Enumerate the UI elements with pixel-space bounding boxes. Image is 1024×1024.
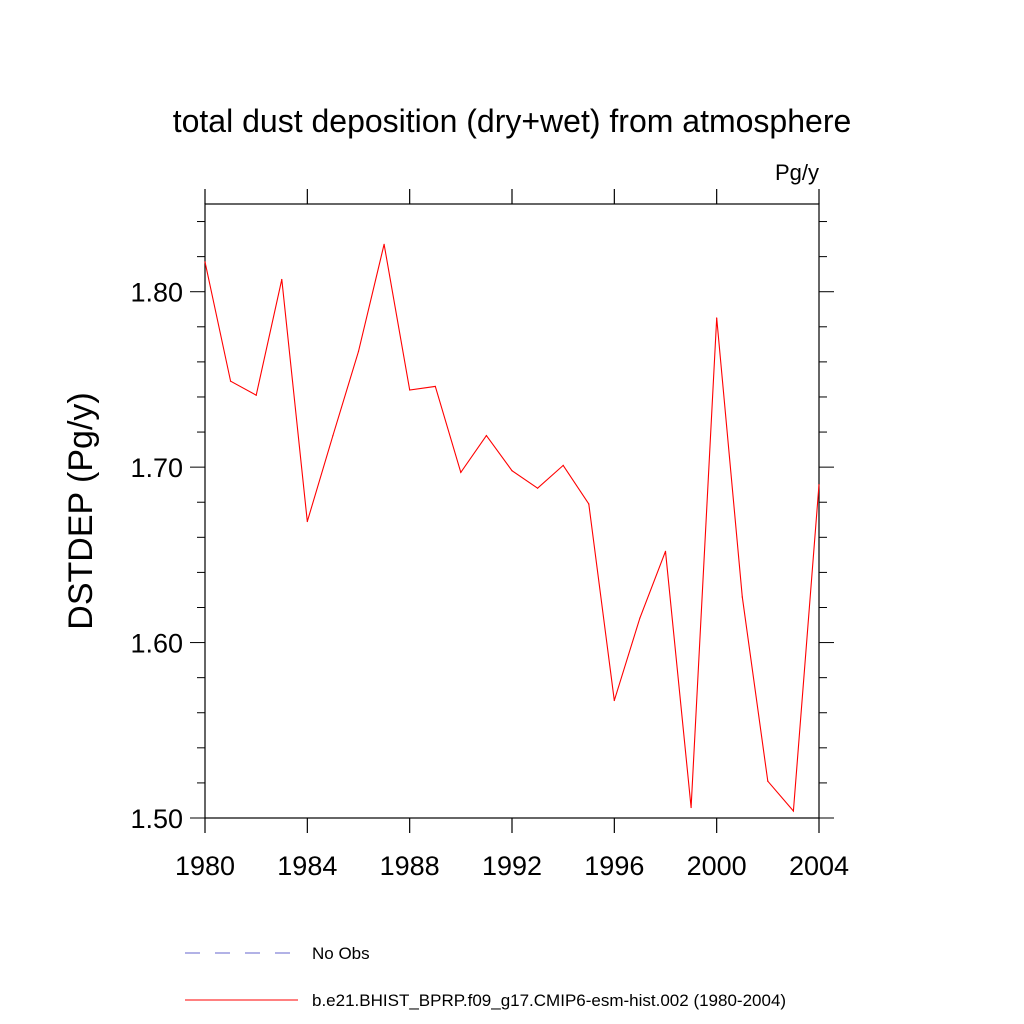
data-point: [792, 810, 795, 812]
data-point: [409, 389, 411, 391]
legend: No Obs b.e21.BHIST_BPRP.f09_g17.CMIP6-esm…: [185, 944, 786, 1010]
x-tick-labels: 1980 1984 1988 1992 1996 2000 2004: [175, 851, 849, 881]
data-point: [383, 243, 385, 245]
x-tick-label: 2000: [687, 851, 747, 881]
legend-label: No Obs: [312, 944, 370, 963]
data-point: [613, 699, 615, 702]
data-point: [536, 487, 539, 489]
data-point: [588, 503, 590, 505]
x-tick-label: 1980: [175, 851, 235, 881]
plot-frame: [204, 203, 820, 819]
series-line: [204, 244, 820, 813]
y-tick-label: 1.70: [130, 453, 183, 483]
data-point: [664, 550, 667, 552]
x-tick-label: 1984: [277, 851, 337, 881]
x-tick-label: 2004: [789, 851, 849, 881]
y-tick-label: 1.80: [130, 278, 183, 308]
axis-ticks: [190, 189, 834, 833]
data-point: [485, 434, 488, 437]
data-point: [204, 261, 206, 263]
data-point: [255, 394, 257, 396]
data-point: [716, 317, 718, 319]
y-tick-labels: 1.50 1.60 1.70 1.80: [130, 278, 183, 834]
data-point: [818, 484, 820, 486]
data-point: [639, 617, 641, 619]
y-tick-label: 1.60: [130, 629, 183, 659]
data-point: [562, 464, 564, 466]
data-point: [767, 780, 769, 782]
data-point: [357, 350, 360, 352]
data-point: [511, 470, 513, 472]
y-tick-label: 1.50: [130, 804, 183, 834]
data-point: [306, 520, 308, 523]
data-point: [332, 434, 334, 437]
y-axis-label: DSTDEP (Pg/y): [62, 392, 100, 629]
x-tick-label: 1996: [584, 851, 644, 881]
data-point: [434, 385, 436, 388]
legend-label: b.e21.BHIST_BPRP.f09_g17.CMIP6-esm-hist.…: [312, 991, 786, 1010]
data-series: [204, 243, 820, 813]
x-tick-label: 1988: [380, 851, 440, 881]
data-point: [460, 471, 462, 474]
data-point: [281, 278, 283, 281]
data-point: [229, 380, 232, 382]
chart-title: total dust deposition (dry+wet) from atm…: [173, 103, 852, 139]
units-label: Pg/y: [775, 160, 819, 185]
x-tick-label: 1992: [482, 851, 542, 881]
data-point: [741, 596, 743, 598]
data-point: [690, 806, 692, 809]
